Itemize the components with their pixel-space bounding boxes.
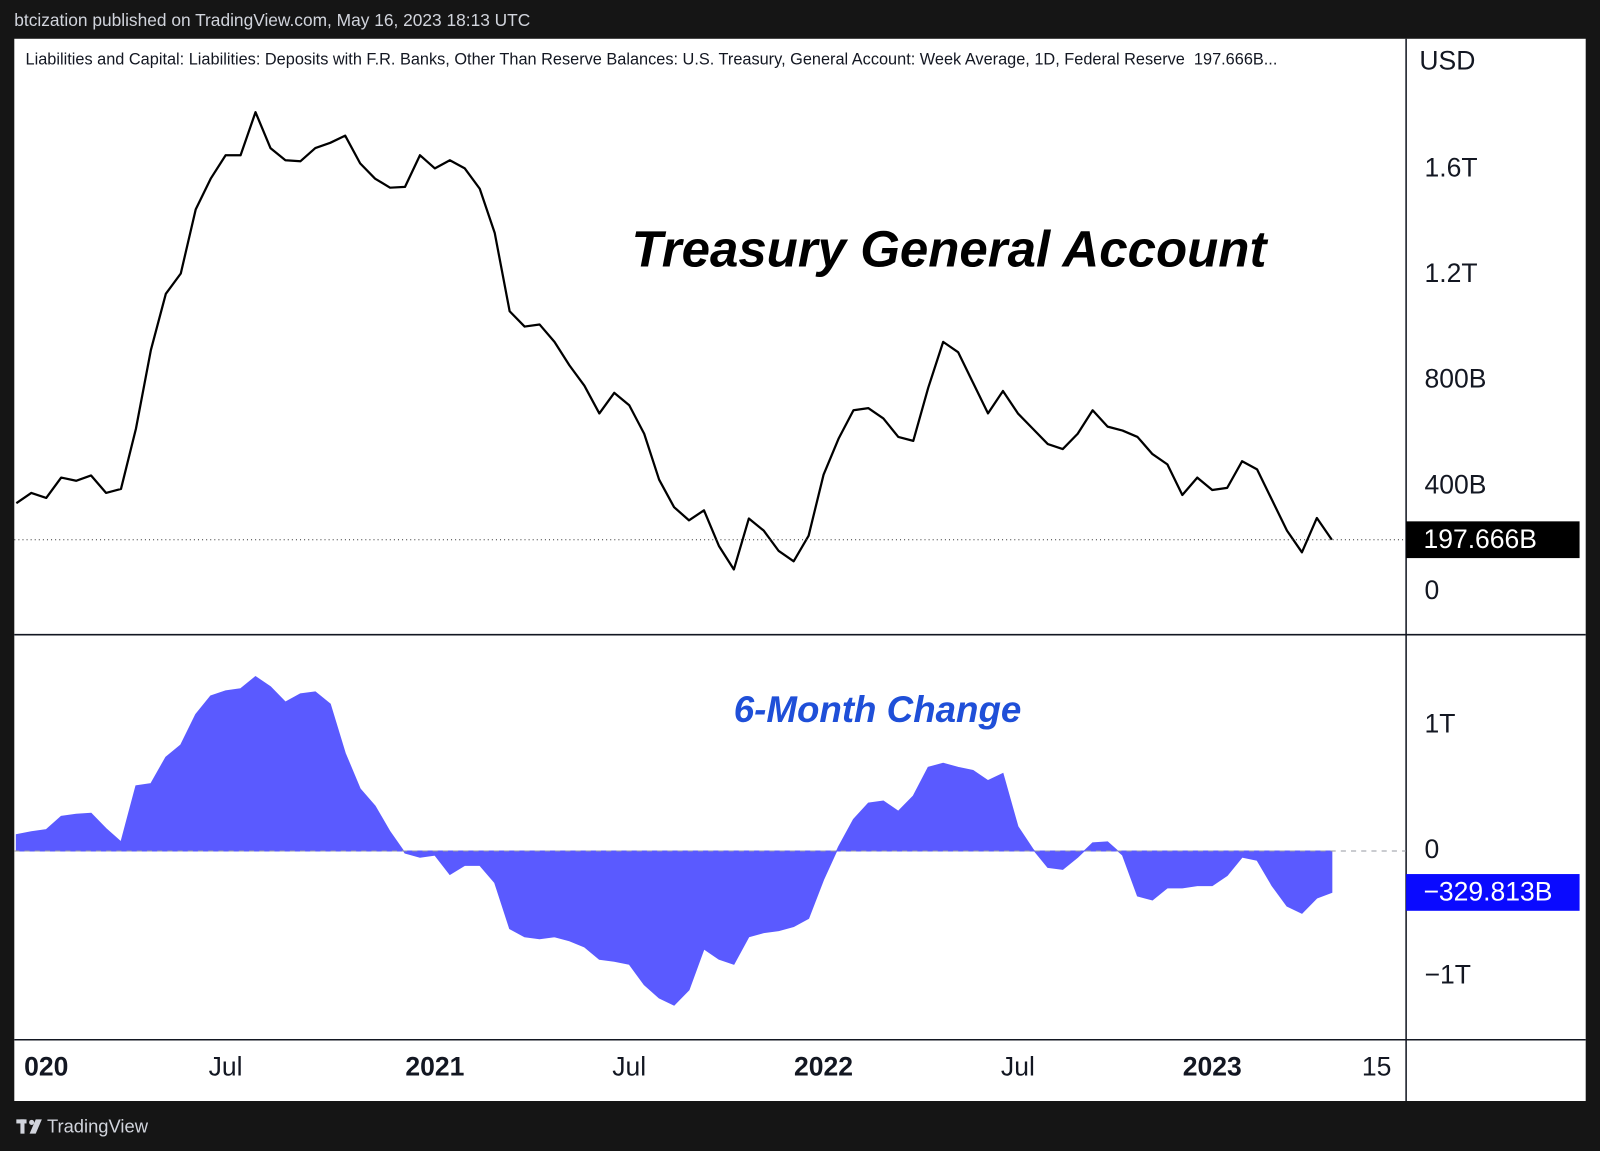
pane: Liabilities and Capital: Liabilities: De… xyxy=(14,51,1407,571)
y-tick-label: 400B xyxy=(1424,469,1486,499)
y-tick-label: 0 xyxy=(1424,575,1439,605)
annotation: Treasury General Account xyxy=(632,221,1269,278)
y-tick-label: 1T xyxy=(1424,709,1455,739)
brand-logo xyxy=(16,1119,42,1134)
x-tick-label: Jul xyxy=(209,1051,243,1081)
x-tick-label: Jul xyxy=(612,1051,646,1081)
last-value-box xyxy=(1406,521,1580,559)
x-tick-label: Jul xyxy=(1001,1051,1035,1081)
time-axis: 020 Jul 2021 Jul 2022 Jul 2023 15 xyxy=(24,1051,1391,1081)
brand-name: TradingView xyxy=(47,1115,149,1136)
x-tick-label: 2022 xyxy=(794,1051,853,1081)
last-value-label: −329.813B xyxy=(1423,876,1552,906)
last-value-label: 197.666B xyxy=(1423,524,1537,554)
y-tick-label: 800B xyxy=(1424,364,1486,394)
chart-panel xyxy=(14,38,1586,1102)
y-tick-label: 1.2T xyxy=(1424,258,1477,288)
x-tick-label: 2021 xyxy=(405,1051,464,1081)
x-tick-label: 15 xyxy=(1362,1051,1392,1081)
annotation: 6-Month Change xyxy=(734,689,1022,730)
publish-info: btcization published on TradingView.com,… xyxy=(14,10,530,30)
y-tick-label: 0 xyxy=(1424,834,1439,864)
axis-unit: USD xyxy=(1419,45,1475,75)
x-tick-label: 020 xyxy=(24,1051,68,1081)
pane xyxy=(14,675,1407,1006)
series-title: Liabilities and Capital: Liabilities: De… xyxy=(26,51,1278,69)
y-tick-label: 1.6T xyxy=(1424,152,1477,182)
plot: Liabilities and Capital: Liabilities: De… xyxy=(14,45,1580,1081)
series-area xyxy=(15,675,1333,1006)
last-value-box xyxy=(1406,874,1580,911)
y-tick-label: −1T xyxy=(1424,960,1470,990)
series-line xyxy=(15,111,1333,571)
x-tick-label: 2023 xyxy=(1183,1051,1242,1081)
